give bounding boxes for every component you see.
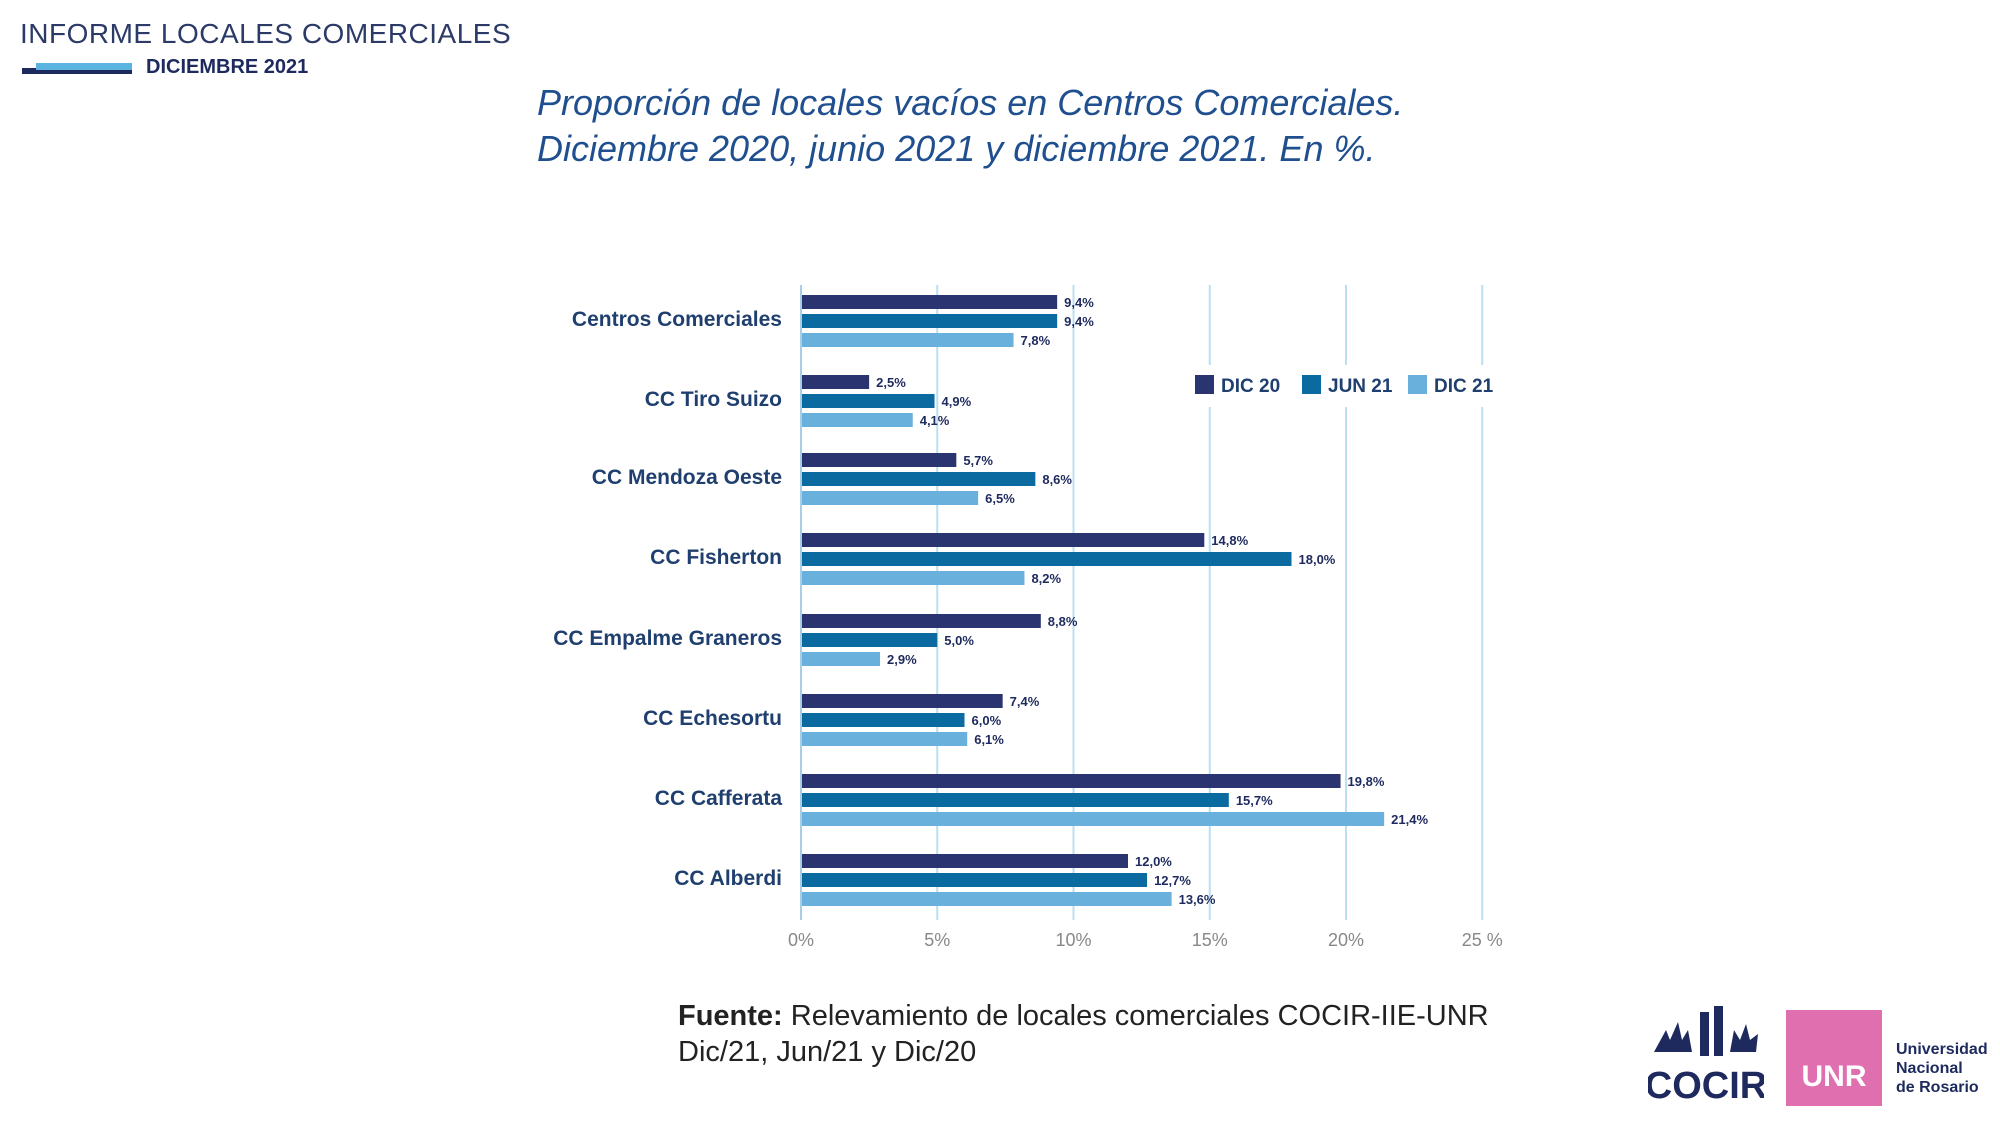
bar bbox=[801, 892, 1172, 906]
header-underline-dark bbox=[22, 68, 132, 74]
bar bbox=[801, 295, 1058, 309]
legend-swatch bbox=[1195, 375, 1214, 394]
bar bbox=[801, 394, 935, 408]
category-label: CC Cafferata bbox=[655, 787, 783, 810]
bar bbox=[801, 375, 870, 389]
bar bbox=[801, 633, 938, 647]
data-label: 8,2% bbox=[1031, 571, 1061, 586]
university-line-3: de Rosario bbox=[1896, 1079, 1979, 1096]
chart-title-line1: Proporción de locales vacíos en Centros … bbox=[537, 82, 1404, 123]
bar bbox=[801, 774, 1341, 788]
category-label: CC Echesortu bbox=[643, 707, 782, 730]
bar bbox=[801, 873, 1148, 887]
data-label: 13,6% bbox=[1179, 892, 1216, 907]
cocir-logo-text: COCIR bbox=[1648, 1065, 1764, 1107]
x-tick-label: 25 % bbox=[1462, 930, 1503, 950]
data-label: 6,1% bbox=[974, 732, 1004, 747]
unr-logo: UNR bbox=[1786, 1010, 1882, 1106]
category-label: CC Tiro Suizo bbox=[645, 388, 782, 411]
data-label: 19,8% bbox=[1348, 774, 1385, 789]
source-note: Fuente: Relevamiento de locales comercia… bbox=[678, 998, 1489, 1070]
category-label: CC Mendoza Oeste bbox=[592, 466, 782, 489]
category-label: CC Alberdi bbox=[674, 867, 782, 890]
bar bbox=[801, 333, 1014, 347]
data-label: 2,5% bbox=[876, 375, 906, 390]
legend-swatch bbox=[1302, 375, 1321, 394]
university-line-2: Nacional bbox=[1896, 1060, 1963, 1077]
category-label: CC Empalme Graneros bbox=[553, 627, 782, 650]
data-label: 5,0% bbox=[944, 633, 974, 648]
source-label: Fuente: bbox=[678, 1000, 783, 1032]
data-label: 8,8% bbox=[1048, 614, 1078, 629]
category-label: CC Fisherton bbox=[650, 546, 782, 569]
chart-title-line2: Diciembre 2020, junio 2021 y diciembre 2… bbox=[537, 128, 1376, 169]
bar bbox=[801, 472, 1036, 486]
data-label: 6,5% bbox=[985, 491, 1015, 506]
university-name: Universidad Nacional de Rosario bbox=[1896, 1040, 1988, 1097]
data-label: 6,0% bbox=[972, 713, 1002, 728]
bar bbox=[801, 652, 881, 666]
bar bbox=[801, 491, 979, 505]
legend-swatch bbox=[1408, 375, 1427, 394]
bar bbox=[801, 453, 957, 467]
bar bbox=[801, 713, 965, 727]
bar bbox=[801, 694, 1003, 708]
data-label: 2,9% bbox=[887, 652, 917, 667]
x-tick-label: 10% bbox=[1055, 930, 1091, 950]
x-tick-label: 5% bbox=[924, 930, 950, 950]
source-text: Relevamiento de locales comerciales COCI… bbox=[790, 1000, 1489, 1032]
bar bbox=[801, 552, 1292, 566]
chart-title: Proporción de locales vacíos en Centros … bbox=[537, 80, 1537, 172]
bar bbox=[801, 314, 1058, 328]
bar bbox=[801, 533, 1205, 547]
data-label: 4,9% bbox=[942, 394, 972, 409]
report-date: DICIEMBRE 2021 bbox=[146, 56, 309, 78]
bar bbox=[801, 614, 1041, 628]
bar bbox=[801, 732, 968, 746]
legend-background bbox=[1185, 365, 1500, 407]
header-underline-light bbox=[36, 63, 132, 70]
category-label: Centros Comerciales bbox=[572, 308, 782, 331]
x-tick-label: 15% bbox=[1192, 930, 1228, 950]
data-label: 8,6% bbox=[1042, 472, 1072, 487]
bar bbox=[801, 812, 1385, 826]
x-tick-label: 0% bbox=[788, 930, 814, 950]
data-label: 9,4% bbox=[1064, 314, 1094, 329]
data-label: 9,4% bbox=[1064, 295, 1094, 310]
bar bbox=[801, 793, 1229, 807]
legend-label: JUN 21 bbox=[1328, 376, 1393, 397]
data-label: 21,4% bbox=[1391, 812, 1428, 827]
report-title: INFORME LOCALES COMERCIALES bbox=[20, 18, 512, 49]
data-label: 14,8% bbox=[1211, 533, 1248, 548]
source-text-2: Dic/21, Jun/21 y Dic/20 bbox=[678, 1036, 977, 1068]
cocir-logo: COCIR bbox=[1648, 1006, 1764, 1107]
data-label: 15,7% bbox=[1236, 793, 1273, 808]
legend-label: DIC 21 bbox=[1434, 376, 1494, 397]
university-line-1: Universidad bbox=[1896, 1041, 1988, 1058]
bar bbox=[801, 854, 1128, 868]
data-label: 4,1% bbox=[920, 413, 950, 428]
unr-logo-text: UNR bbox=[1801, 1060, 1867, 1093]
data-label: 7,8% bbox=[1021, 333, 1051, 348]
data-label: 7,4% bbox=[1010, 694, 1040, 709]
legend-label: DIC 20 bbox=[1221, 376, 1280, 397]
data-label: 5,7% bbox=[963, 453, 993, 468]
data-label: 18,0% bbox=[1299, 552, 1336, 567]
bar bbox=[801, 571, 1025, 585]
data-label: 12,0% bbox=[1135, 854, 1172, 869]
bar bbox=[801, 413, 913, 427]
x-tick-label: 20% bbox=[1328, 930, 1364, 950]
data-label: 12,7% bbox=[1154, 873, 1191, 888]
